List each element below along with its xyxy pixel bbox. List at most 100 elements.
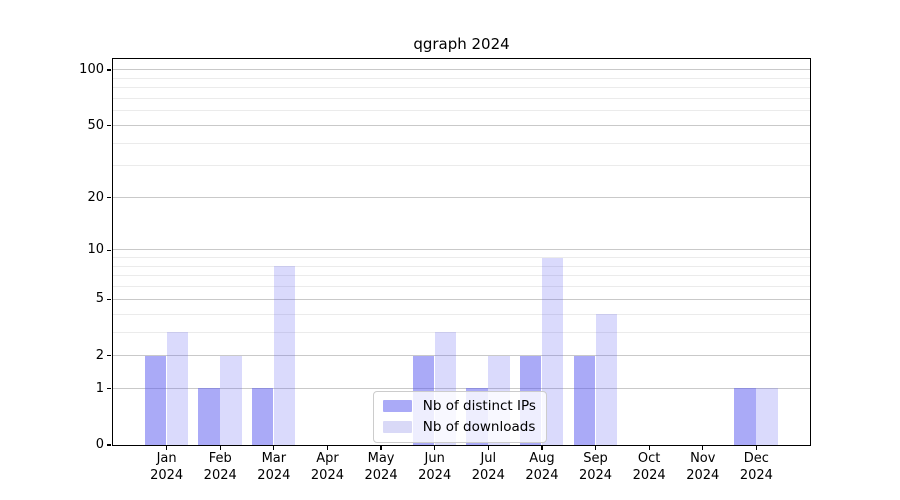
x-tick-month-jul: Jul (480, 451, 497, 466)
x-tick-year-jun: 2024 (418, 467, 452, 483)
bar-distinct-ips-mar (251, 388, 274, 445)
x-tick-label-mar: Mar 2024 (244, 451, 304, 484)
x-tick-mark-jul (487, 446, 489, 451)
legend-label-downloads: Nb of downloads (422, 418, 536, 435)
legend-swatch-downloads-icon (382, 421, 412, 434)
bar-distinct-ips-feb (198, 388, 220, 445)
bar-downloads-sep (595, 314, 618, 445)
minor-gridline-80 (112, 87, 810, 89)
x-tick-label-jun: Jun 2024 (405, 451, 465, 484)
x-tick-mark-jun (434, 446, 436, 451)
y-tick-label-1: 1 (95, 380, 104, 396)
x-tick-mark-apr (326, 446, 329, 451)
x-tick-label-oct: Oct 2024 (619, 451, 679, 484)
y-tick-label-2: 2 (95, 347, 104, 363)
x-tick-year-aug: 2024 (525, 467, 559, 483)
bar-distinct-ips-sep (573, 355, 596, 445)
x-tick-mark-sep (594, 446, 597, 451)
major-gridline-100 (112, 69, 810, 71)
y-tick-mark-2 (106, 355, 111, 357)
major-gridline-1 (112, 387, 810, 389)
x-tick-label-nov: Nov 2024 (673, 451, 733, 484)
x-tick-mark-dec (755, 446, 757, 451)
y-tick-mark-50 (106, 124, 111, 127)
minor-gridline-90 (112, 77, 810, 79)
y-tick-label-50: 50 (87, 117, 104, 133)
y-tick-label-100: 100 (79, 62, 104, 77)
x-tick-month-sep: Sep (583, 451, 608, 466)
x-tick-month-feb: Feb (208, 451, 232, 466)
y-tick-label-10: 10 (87, 242, 104, 258)
x-tick-month-jan: Jan (156, 451, 177, 466)
legend-item-downloads: Nb of downloads (382, 418, 536, 436)
x-tick-label-apr: Apr 2024 (297, 451, 357, 484)
major-gridline-20 (112, 196, 810, 198)
x-tick-mark-jan (166, 446, 168, 451)
bar-downloads-jan (166, 332, 189, 445)
minor-gridline-7 (112, 275, 810, 277)
bar-downloads-mar (273, 266, 296, 445)
legend-item-distinct-ips: Nb of distinct IPs (382, 397, 536, 415)
major-gridline-5 (112, 298, 810, 300)
y-tick-mark-100 (106, 69, 111, 71)
x-tick-label-may: May 2024 (351, 451, 411, 484)
x-tick-month-apr: Apr (316, 451, 339, 466)
x-tick-month-jun: Jun (424, 451, 445, 466)
major-gridline-10 (112, 249, 810, 251)
major-gridline-2 (112, 355, 810, 357)
x-tick-month-may: May (367, 451, 395, 466)
x-tick-mark-mar (273, 446, 275, 451)
x-tick-year-jan: 2024 (150, 467, 184, 483)
x-tick-label-aug: Aug 2024 (512, 451, 572, 484)
x-tick-year-oct: 2024 (632, 467, 666, 483)
x-tick-label-dec: Dec 2024 (726, 451, 786, 484)
x-tick-label-jul: Jul 2024 (458, 451, 518, 484)
bar-downloads-dec (756, 388, 778, 445)
y-tick-mark-10 (106, 249, 111, 251)
x-tick-year-sep: 2024 (578, 467, 613, 483)
x-tick-label-sep: Sep 2024 (566, 451, 626, 484)
minor-gridline-3 (112, 331, 810, 333)
plot-area: Nb of distinct IPs Nb of downloads (111, 57, 811, 446)
x-tick-mark-nov (702, 446, 704, 451)
x-tick-year-jul: 2024 (471, 467, 505, 483)
x-tick-mark-aug (541, 446, 543, 451)
x-tick-year-dec: 2024 (739, 467, 773, 483)
y-tick-label-20: 20 (87, 189, 104, 205)
x-tick-month-dec: Dec (743, 451, 769, 466)
x-tick-label-jan: Jan 2024 (137, 451, 197, 484)
minor-gridline-70 (112, 97, 810, 99)
x-tick-mark-may (380, 446, 382, 451)
bar-downloads-feb (220, 355, 242, 445)
major-gridline-50 (112, 124, 810, 126)
x-tick-year-feb: 2024 (203, 467, 237, 483)
x-tick-year-apr: 2024 (310, 467, 344, 483)
x-tick-month-mar: Mar (261, 451, 287, 466)
minor-gridline-6 (112, 286, 810, 288)
y-tick-mark-5 (106, 298, 111, 300)
minor-gridline-40 (112, 142, 810, 144)
x-tick-month-oct: Oct (637, 451, 661, 466)
y-tick-mark-20 (106, 197, 111, 199)
x-tick-label-feb: Feb 2024 (190, 451, 250, 484)
x-tick-mark-feb (219, 446, 221, 451)
x-tick-year-nov: 2024 (686, 467, 720, 483)
legend-label-distinct-ips: Nb of distinct IPs (422, 397, 536, 414)
x-tick-mark-oct (648, 446, 650, 451)
bar-distinct-ips-dec (734, 388, 756, 445)
y-tick-label-5: 5 (95, 291, 104, 307)
x-tick-year-mar: 2024 (257, 467, 291, 483)
y-tick-mark-0 (106, 444, 111, 446)
minor-gridline-9 (112, 257, 810, 259)
minor-gridline-30 (112, 165, 810, 167)
legend: Nb of distinct IPs Nb of downloads (372, 390, 547, 443)
minor-gridline-8 (112, 265, 810, 267)
chart-title: qgraph 2024 (413, 35, 510, 53)
x-tick-month-aug: Aug (529, 451, 555, 466)
x-tick-year-may: 2024 (364, 467, 398, 483)
legend-swatch-distinct-ips-icon (382, 400, 412, 413)
x-tick-month-nov: Nov (690, 451, 716, 466)
bar-distinct-ips-jan (144, 355, 167, 445)
y-tick-label-0: 0 (95, 437, 104, 452)
